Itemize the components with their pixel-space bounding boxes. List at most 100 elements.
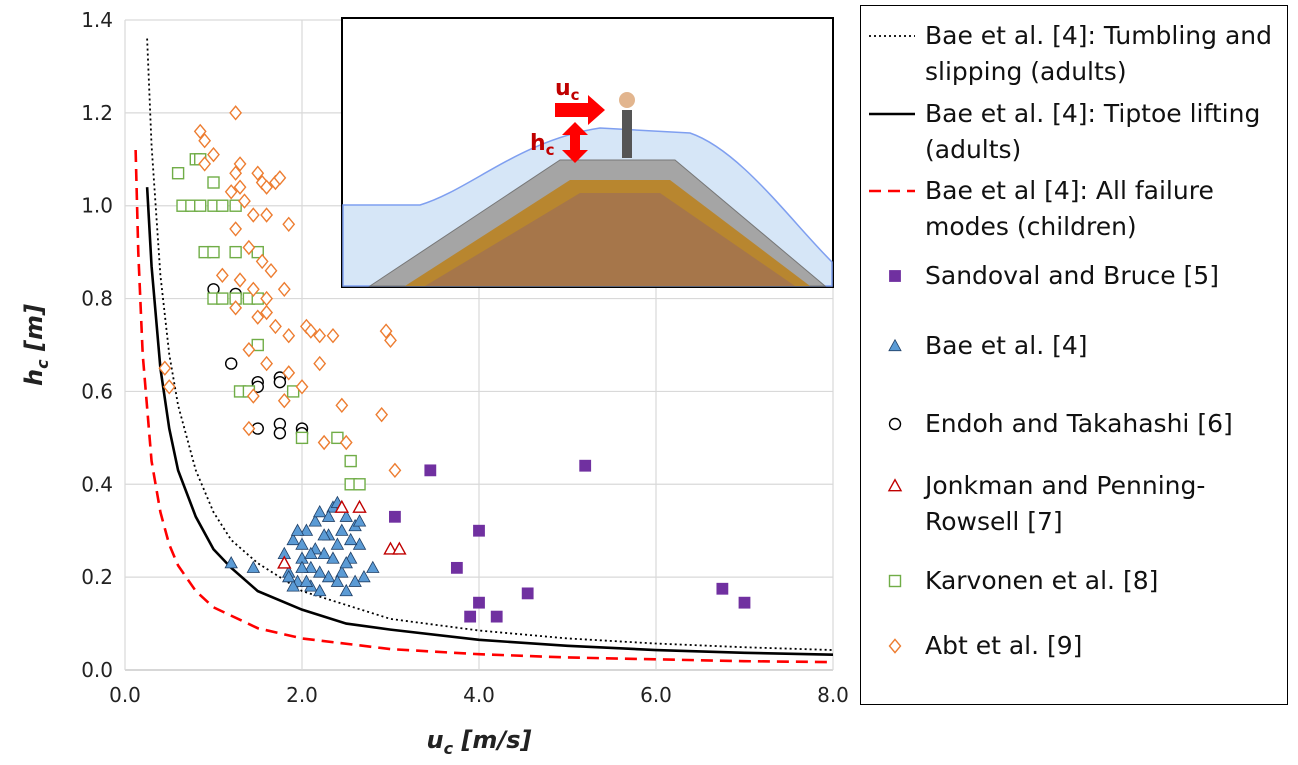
subscript: c — [571, 86, 580, 104]
marker-square — [354, 479, 365, 490]
legend-entry: Bae et al. [4] — [867, 328, 1281, 364]
legend-entry: Endoh and Takahashi [6] — [867, 406, 1281, 442]
x-tick-label: 2.0 — [286, 683, 318, 707]
y-tick-label: 0.0 — [81, 658, 113, 682]
legend-label: Jonkman and Penning-Rowsell [7] — [925, 468, 1281, 540]
x-tick-label: 8.0 — [817, 683, 849, 707]
marker-triangle — [367, 562, 379, 573]
marker-diamond — [248, 208, 259, 221]
marker-square — [195, 200, 206, 211]
marker-diamond — [283, 218, 294, 231]
legend-label: Bae et al. [4] — [925, 328, 1088, 364]
legend-symbol — [867, 18, 917, 54]
marker-square — [173, 168, 184, 179]
marker-diamond — [266, 264, 277, 277]
legend-label: Sandoval and Bruce [5] — [925, 258, 1219, 294]
legend-entry: Bae et al [4]: All failure modes (childr… — [867, 173, 1281, 245]
marker-square — [580, 460, 591, 471]
legend-entry: Bae et al. [4]: Tiptoe lifting (adults) — [867, 96, 1281, 168]
marker-square — [465, 611, 476, 622]
marker-square — [389, 511, 400, 522]
inset-diagram: uc hc — [342, 18, 833, 287]
marker-diamond — [261, 357, 272, 370]
marker-square — [217, 200, 228, 211]
marker-triangle — [353, 501, 365, 512]
marker-square — [491, 611, 502, 622]
marker-square — [522, 588, 533, 599]
marker-diamond — [261, 208, 272, 221]
marker-diamond — [283, 329, 294, 342]
legend-entry: Abt et al. [9] — [867, 628, 1281, 664]
marker-diamond — [235, 273, 246, 286]
symbol: h — [530, 131, 546, 156]
marker-diamond — [230, 106, 241, 119]
marker-square — [717, 583, 728, 594]
legend-entry: Bae et al. [4]: Tumbling and slipping (a… — [867, 18, 1281, 90]
legend-label: Karvonen et al. [8] — [925, 563, 1158, 599]
y-tick-label: 0.6 — [81, 379, 113, 403]
y-tick-label: 0.2 — [81, 565, 113, 589]
legend-label: Bae et al. [4]: Tumbling and slipping (a… — [925, 18, 1281, 90]
marker-square — [425, 465, 436, 476]
marker-diamond — [389, 464, 400, 477]
legend-symbol — [867, 258, 917, 294]
legend: Bae et al. [4]: Tumbling and slipping (a… — [860, 5, 1288, 705]
legend-symbol — [867, 96, 917, 132]
y-tick-label: 0.4 — [81, 472, 113, 496]
y-tick-label: 1.2 — [81, 101, 113, 125]
person — [622, 110, 632, 158]
unit: [m/s] — [453, 726, 531, 754]
legend-label: Endoh and Takahashi [6] — [925, 406, 1233, 442]
legend-label: Bae et al [4]: All failure modes (childr… — [925, 173, 1281, 245]
legend-symbol — [867, 406, 917, 442]
marker-diamond — [217, 269, 228, 282]
marker-diamond — [208, 148, 219, 161]
page: 0.00.20.40.60.81.01.21.40.02.04.06.08.0 … — [0, 0, 1298, 765]
y-tick-label: 1.4 — [81, 8, 113, 32]
marker-diamond — [230, 222, 241, 235]
x-tick-label: 4.0 — [463, 683, 495, 707]
marker-diamond — [314, 357, 325, 370]
legend-entry: Karvonen et al. [8] — [867, 563, 1281, 599]
marker-diamond — [270, 320, 281, 333]
marker-circle — [274, 377, 285, 388]
marker-square — [890, 576, 901, 587]
marker-diamond — [327, 329, 338, 342]
symbol: h — [20, 369, 48, 386]
marker-triangle — [314, 506, 326, 517]
marker-square — [451, 562, 462, 573]
y-tick-label: 0.8 — [81, 287, 113, 311]
marker-triangle — [247, 562, 259, 573]
marker-square — [739, 597, 750, 608]
marker-triangle — [889, 480, 901, 491]
marker-circle — [274, 428, 285, 439]
legend-symbol — [867, 173, 917, 209]
legend-label: Bae et al. [4]: Tiptoe lifting (adults) — [925, 96, 1281, 168]
marker-diamond — [279, 283, 290, 296]
marker-square — [230, 247, 241, 258]
marker-square — [890, 271, 901, 282]
legend-symbol — [867, 563, 917, 599]
marker-triangle — [336, 524, 348, 535]
marker-triangle — [393, 543, 405, 554]
legend-symbol — [867, 328, 917, 364]
legend-entry: Sandoval and Bruce [5] — [867, 258, 1281, 294]
marker-square — [217, 293, 228, 304]
symbol: u — [427, 726, 444, 754]
person-head — [619, 92, 635, 108]
marker-square — [345, 456, 356, 467]
legend-symbol — [867, 628, 917, 664]
marker-circle — [890, 419, 901, 430]
symbol: u — [555, 76, 571, 101]
marker-diamond — [890, 639, 901, 652]
marker-diamond — [319, 436, 330, 449]
marker-square — [297, 432, 308, 443]
marker-square — [208, 247, 219, 258]
x-axis-label: uc [m/s] — [427, 726, 532, 758]
marker-circle — [226, 358, 237, 369]
x-tick-label: 0.0 — [109, 683, 141, 707]
marker-square — [208, 177, 219, 188]
marker-diamond — [336, 399, 347, 412]
marker-square — [474, 597, 485, 608]
